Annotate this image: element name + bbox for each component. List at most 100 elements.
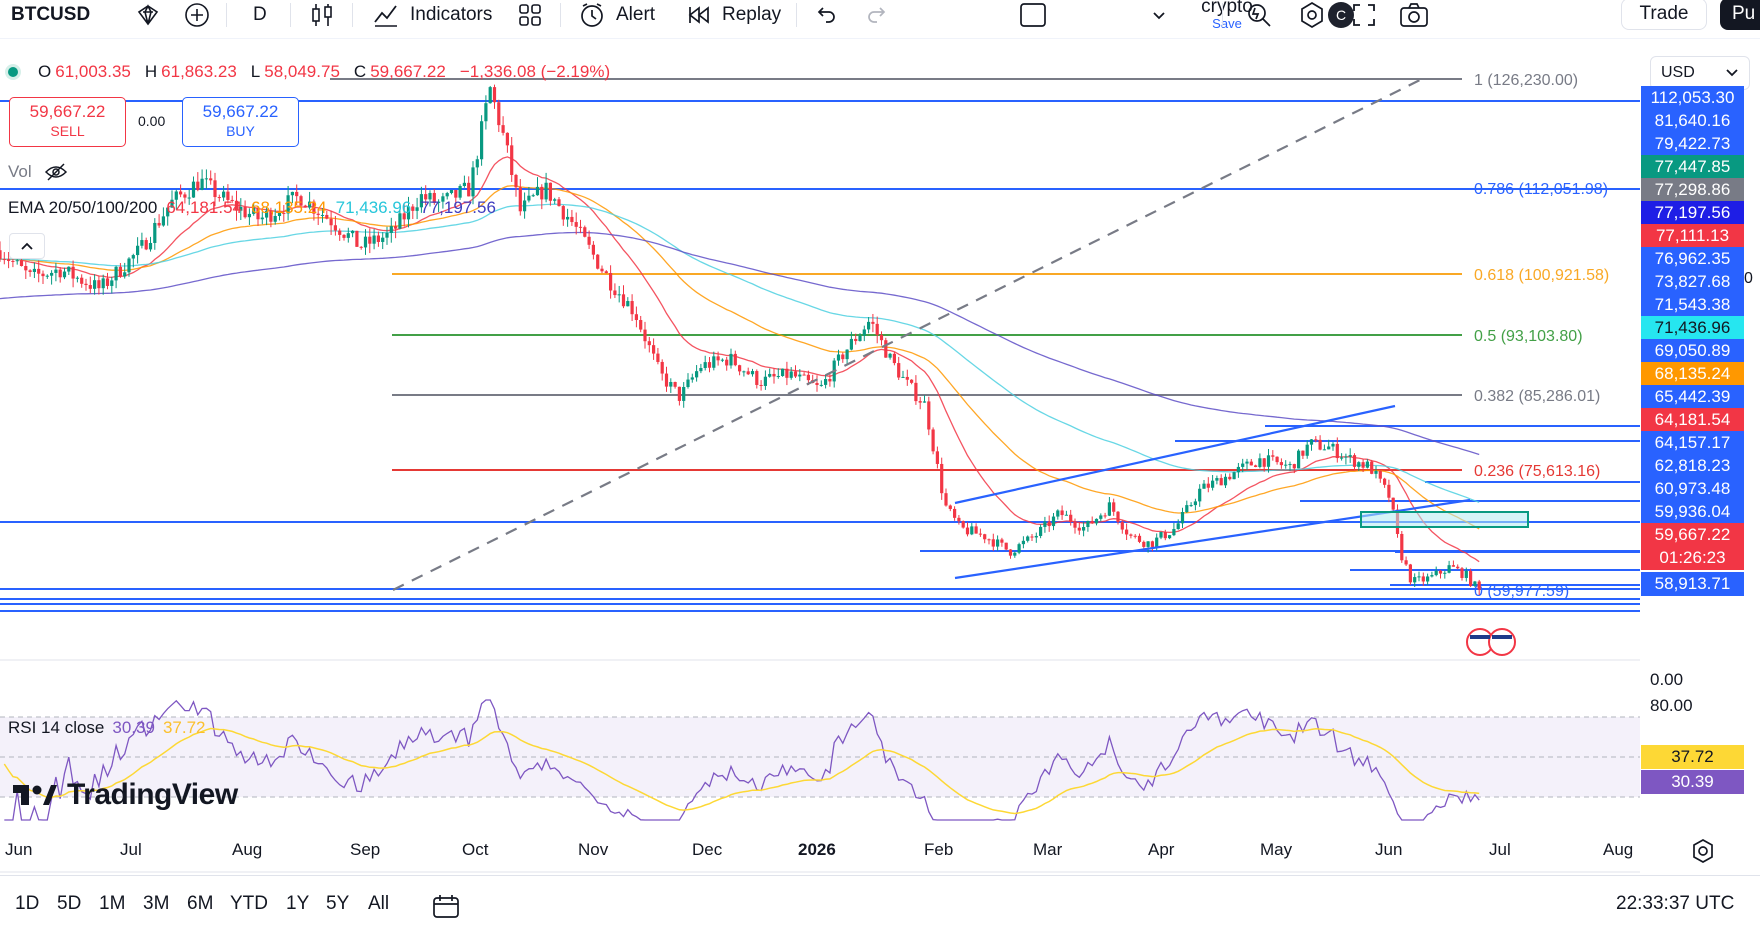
candle-body [1017, 544, 1021, 553]
chart-settings-icon[interactable] [1690, 838, 1716, 869]
candle-body [617, 294, 621, 296]
candle-body [24, 266, 28, 271]
candle-body [776, 375, 780, 377]
candle-body [406, 206, 411, 220]
star-icon[interactable] [136, 0, 160, 30]
candle-body [1219, 478, 1223, 486]
tradingview-logo[interactable]: TradingView [13, 778, 238, 812]
candle-body [1400, 533, 1404, 561]
candle-body [97, 280, 101, 289]
candle-body [320, 214, 325, 216]
candle-body [93, 280, 97, 289]
indicators-icon [374, 5, 397, 27]
candle-body [458, 185, 462, 198]
alert-button[interactable]: Alert [578, 0, 655, 30]
candle-body [127, 258, 131, 273]
candle-body [1370, 461, 1374, 474]
candle-body [1279, 462, 1283, 466]
layout-name-button[interactable]: crypto Save [1182, 0, 1272, 31]
redo-icon[interactable] [865, 0, 889, 30]
candle-body [363, 236, 368, 248]
range-button-1d[interactable]: 1D [15, 893, 40, 914]
sell-button[interactable]: 59,667.22 SELL [9, 97, 126, 147]
range-button-5d[interactable]: 5D [57, 893, 82, 914]
ema100-value: 71,436.96 [335, 198, 412, 217]
candle-body [41, 273, 45, 277]
indicators-button[interactable]: Indicators [372, 0, 492, 30]
candle-body [1236, 466, 1240, 473]
settings-icon[interactable] [1298, 0, 1326, 30]
volume-legend[interactable]: Vol [8, 162, 68, 182]
candle-body [37, 268, 41, 274]
price-scale-label: 81,640.16 [1641, 109, 1744, 133]
trade-button[interactable]: Trade [1621, 0, 1707, 30]
snapshot-icon[interactable] [1399, 0, 1429, 30]
symbol-search-button[interactable]: BTCUSD [11, 4, 91, 25]
candle-body [965, 527, 970, 535]
candle-body [441, 196, 445, 202]
candle-body [604, 271, 608, 274]
candle-body [398, 213, 402, 229]
undo-icon[interactable] [814, 0, 838, 30]
candle-body [196, 181, 200, 190]
candle-body [346, 233, 350, 238]
layout-save-label: Save [1212, 16, 1242, 31]
candle-body [148, 242, 153, 250]
range-button-all[interactable]: All [368, 893, 390, 914]
candle-body [922, 401, 927, 403]
candle-body [1004, 542, 1008, 550]
candle-body [1451, 565, 1455, 567]
collapse-legend-button[interactable] [9, 233, 45, 259]
candle-body [901, 376, 905, 378]
volume-label: Vol [8, 162, 32, 181]
ema20-value: 64,181.54 [166, 198, 242, 217]
candle-body [1258, 458, 1262, 467]
range-button-1y[interactable]: 1Y [286, 893, 310, 914]
avatar[interactable]: C [1328, 2, 1354, 28]
candle-body [140, 240, 144, 246]
ema50-line [0, 185, 1480, 530]
candle-body [394, 226, 398, 229]
range-button-6m[interactable]: 6M [187, 893, 214, 914]
replay-button[interactable]: Replay [686, 0, 781, 30]
eye-off-icon[interactable] [44, 162, 68, 182]
candle-body [574, 222, 578, 227]
price-scale-label: 59,936.04 [1641, 500, 1744, 524]
interval-button[interactable]: D [253, 4, 267, 25]
candle-body [806, 374, 810, 381]
range-button-3m[interactable]: 3M [143, 893, 170, 914]
candle-body [768, 373, 772, 377]
candle-body [1189, 505, 1193, 507]
candle-body [1120, 521, 1124, 530]
fullscreen-icon[interactable] [1351, 0, 1377, 30]
candle-body [226, 191, 230, 200]
rsi-level-top: 80.00 [1650, 696, 1693, 715]
ema-legend[interactable]: EMA 20/50/100/200 64,181.54 68,135.24 71… [8, 198, 496, 218]
range-button-5y[interactable]: 5Y [326, 893, 350, 914]
templates-icon[interactable] [517, 0, 543, 30]
quick-search-icon[interactable] [1245, 0, 1273, 30]
candles-icon[interactable] [310, 0, 334, 30]
candle-body [875, 323, 879, 335]
range-button-ytd[interactable]: YTD [230, 893, 268, 914]
candle-body [647, 341, 651, 346]
rsi-legend[interactable]: RSI 14 close 30.39 37.72 [8, 718, 205, 738]
time-axis-label: Mar [1033, 840, 1063, 859]
add-symbol-icon[interactable] [184, 0, 210, 30]
candle-body [983, 534, 987, 540]
layout-icon[interactable] [1019, 0, 1047, 30]
date-range-icon[interactable] [432, 893, 460, 925]
buy-button[interactable]: 59,667.22 BUY [182, 97, 299, 147]
candle-body [703, 362, 707, 369]
candle-body [1322, 449, 1326, 451]
candle-body [338, 230, 342, 235]
candle-body [1021, 540, 1025, 545]
range-button-1m[interactable]: 1M [99, 893, 126, 914]
currency-select[interactable]: USD [1650, 56, 1750, 90]
publish-button[interactable]: Pu [1720, 0, 1760, 30]
clock[interactable]: 22:33:37 UTC [1616, 893, 1735, 914]
chevron-down-icon[interactable] [1150, 0, 1168, 30]
candle-body [578, 226, 583, 228]
candle-body [1473, 581, 1477, 586]
